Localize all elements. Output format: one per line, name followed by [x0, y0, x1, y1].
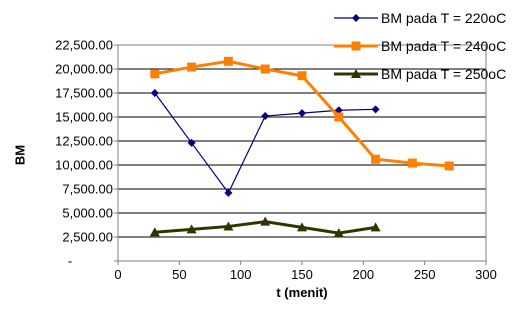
x-tick-label: 100 [230, 267, 252, 282]
legend-label: BM pada T = 240oC [381, 38, 506, 54]
x-tick-label: 150 [291, 267, 313, 282]
data-point-diamond [187, 138, 196, 147]
series-1 [150, 89, 380, 197]
data-point-triangle [297, 222, 307, 232]
data-point-triangle [186, 224, 197, 234]
data-point-square [223, 56, 233, 66]
y-tick-label: 22,500.00 [55, 38, 113, 53]
x-tick-label: 0 [114, 267, 121, 282]
x-tick-label: 300 [475, 267, 497, 282]
data-point-square [260, 64, 270, 74]
legend: BM pada T = 220oC BM pada T = 240oC BM pad… [334, 10, 506, 82]
x-tick-label: 200 [352, 267, 374, 282]
x-tick-label: 50 [172, 267, 186, 282]
y-tick-label: 20,000.00 [55, 62, 113, 77]
y-tick-label: 5,000.00 [62, 206, 113, 221]
data-point-square [444, 161, 454, 171]
series-2 [150, 56, 454, 171]
data-point-diamond [352, 14, 360, 22]
data-point-triangle [370, 222, 381, 232]
y-tick-label: 10,000.00 [55, 158, 113, 173]
data-point-triangle [149, 227, 160, 237]
legend-label: BM pada T = 220oC [381, 10, 506, 26]
x-tick-label: 250 [414, 267, 436, 282]
data-point-square [371, 154, 381, 164]
y-tick-label: 15,000.00 [55, 110, 113, 125]
y-axis-label: BM [12, 145, 27, 165]
y-tick-label: 17,500.00 [55, 86, 113, 101]
gridlines [118, 68, 486, 238]
data-point-diamond [261, 112, 270, 121]
data-point-square [150, 69, 160, 79]
data-point-diamond [371, 105, 380, 114]
data-point-square [187, 62, 197, 72]
series-3 [149, 216, 381, 238]
data-point-diamond [150, 89, 159, 97]
data-point-diamond [298, 109, 306, 118]
data-point-square [297, 71, 307, 81]
data-point-diamond [334, 106, 343, 115]
data-point-square [334, 112, 344, 122]
y-tick-label: 2,500.00 [62, 230, 113, 245]
x-axis-ticks: 0 50 100 150 200 250 300 [114, 261, 497, 282]
legend-item-1: BM pada T = 220oC [334, 10, 506, 26]
data-point-diamond [224, 188, 233, 197]
y-tick-label: 12,500.00 [55, 134, 113, 149]
y-tick-label: - [68, 254, 72, 269]
legend-item-3: BM pada T = 250oC [334, 66, 506, 82]
data-point-triangle [260, 216, 271, 226]
data-point-triangle [223, 221, 234, 231]
data-point-triangle [333, 228, 344, 238]
data-point-square [351, 41, 361, 51]
data-point-triangle [351, 69, 361, 78]
data-series [149, 56, 454, 238]
legend-item-2: BM pada T = 240oC [334, 38, 506, 54]
data-point-square [407, 158, 417, 168]
y-tick-label: 7,500.00 [62, 182, 113, 197]
x-axis-label: t (menit) [276, 285, 327, 300]
y-axis-ticks: - 2,500.00 5,000.00 7,500.00 10,000.00 12,500… [55, 38, 118, 269]
legend-label: BM pada T = 250oC [381, 66, 506, 82]
